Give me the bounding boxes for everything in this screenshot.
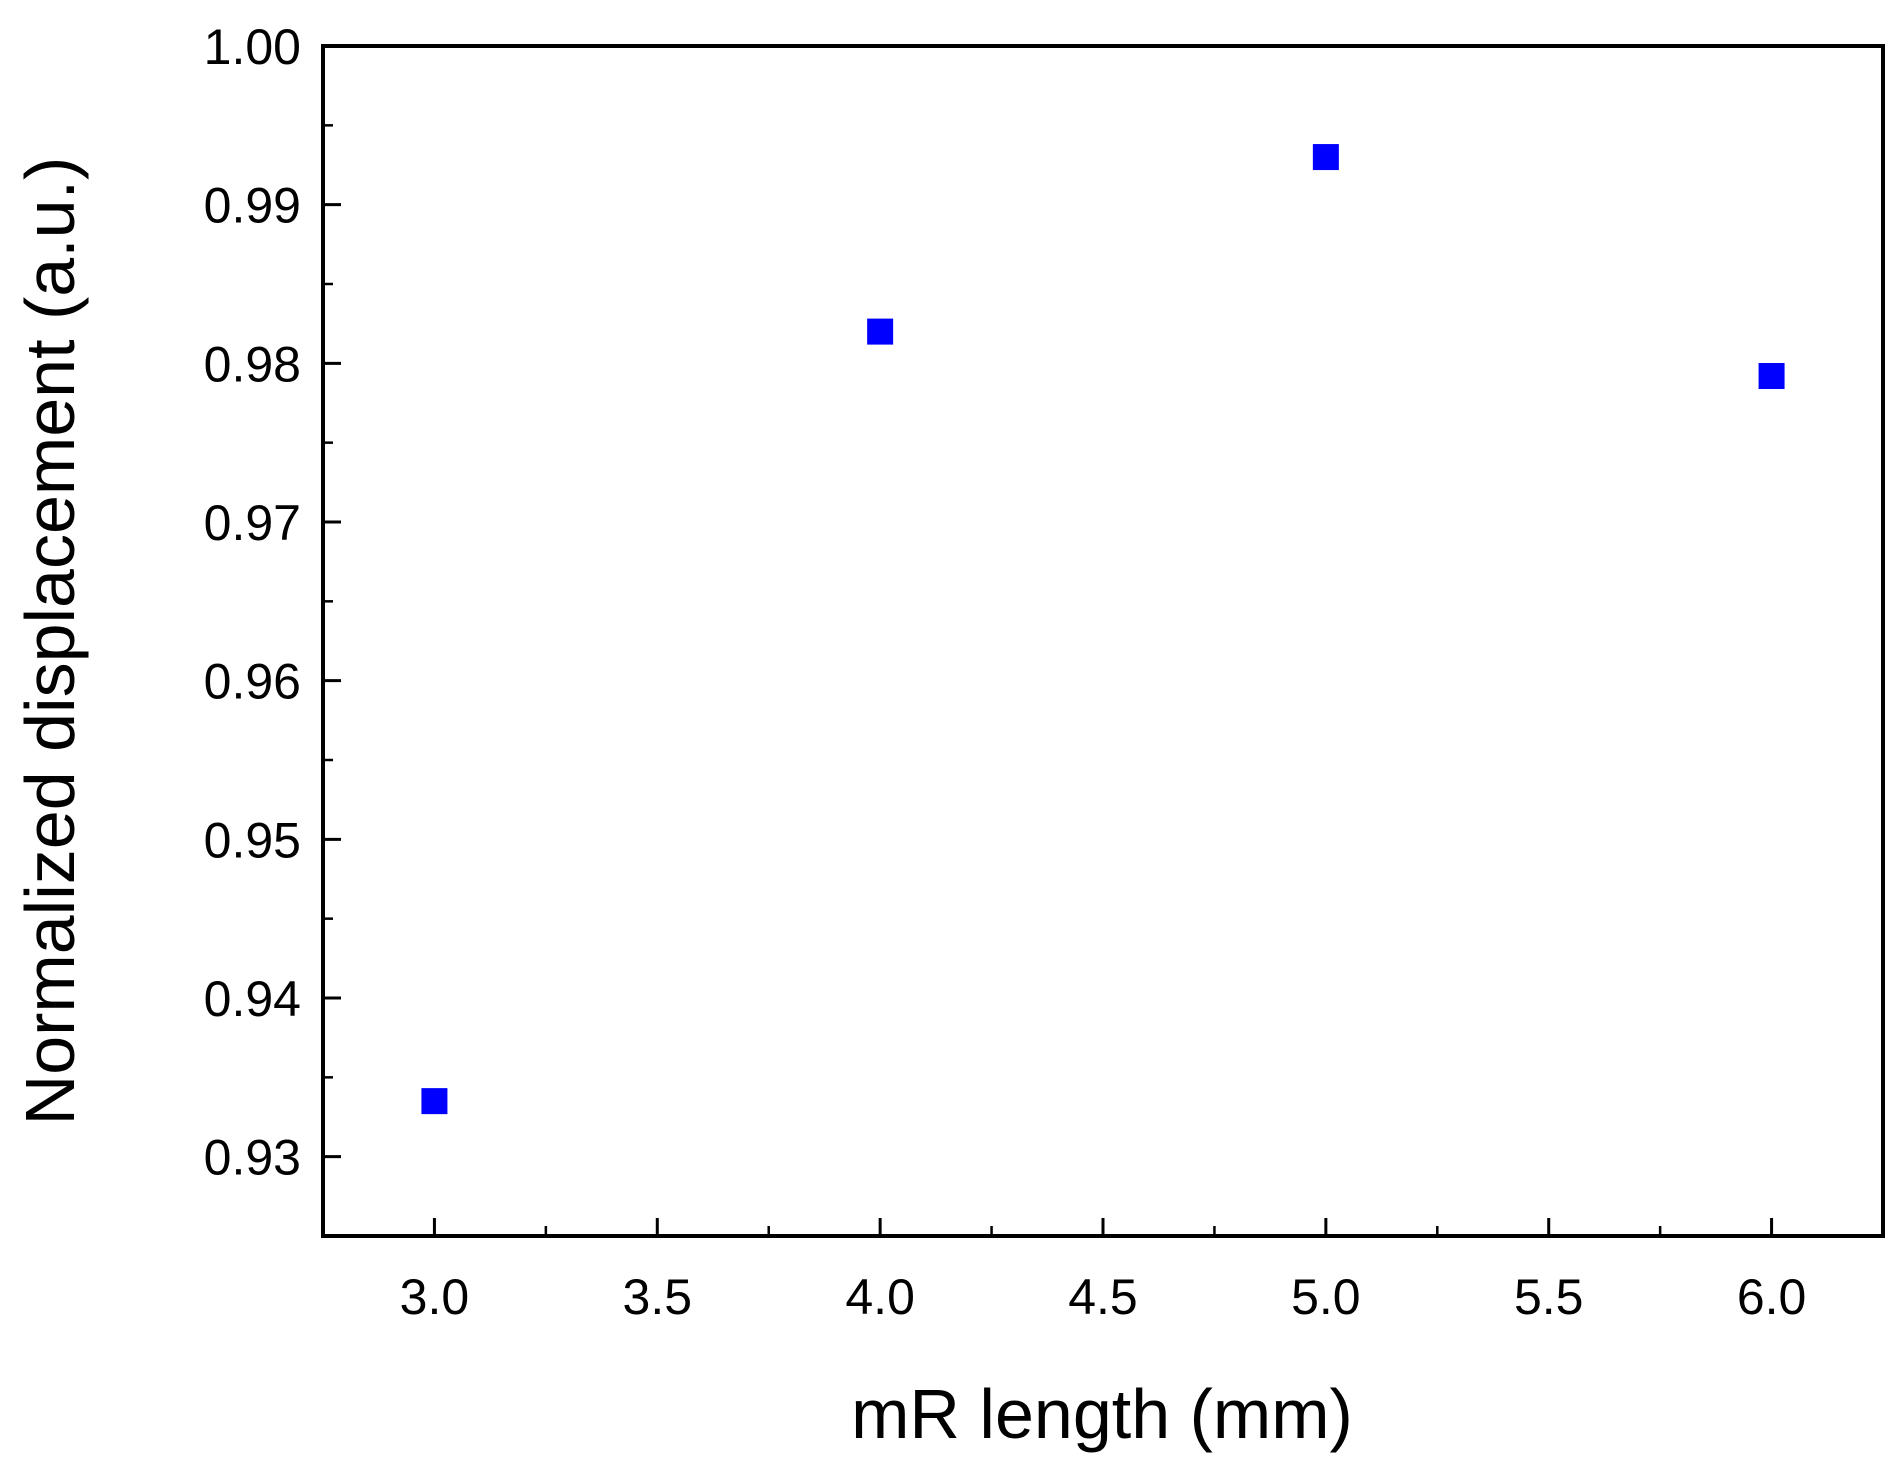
y-tick-label: 0.95 <box>204 812 301 868</box>
data-points <box>421 144 1785 1115</box>
x-tick-label: 5.5 <box>1514 1269 1584 1325</box>
major-ticks <box>323 44 1774 1236</box>
x-tick-label: 3.5 <box>623 1269 693 1325</box>
x-tick-label: 4.5 <box>1068 1269 1138 1325</box>
data-point <box>867 318 894 345</box>
x-tick-labels: 3.0 3.5 4.0 4.5 5.0 5.5 6.0 <box>400 1269 1807 1325</box>
minor-ticks <box>323 124 1662 1238</box>
y-tick-label: 0.97 <box>204 495 301 551</box>
y-tick-label: 0.94 <box>204 971 301 1027</box>
y-tick-label: 1.00 <box>204 19 301 75</box>
y-tick-labels: 0.93 0.94 0.95 0.96 0.97 0.98 0.99 1.00 <box>204 19 301 1186</box>
y-tick-label: 0.96 <box>204 654 301 710</box>
data-point <box>421 1088 448 1115</box>
y-tick-label: 0.93 <box>204 1130 301 1186</box>
y-axis-title: Normalized displacement (a.u.) <box>11 157 89 1126</box>
x-tick-label: 6.0 <box>1737 1269 1807 1325</box>
data-point <box>1758 363 1785 390</box>
plot-frame <box>321 44 1885 1238</box>
data-point <box>1312 144 1339 171</box>
x-tick-label: 4.0 <box>845 1269 915 1325</box>
x-tick-label: 3.0 <box>400 1269 470 1325</box>
y-tick-label: 0.98 <box>204 336 301 392</box>
x-axis-title: mR length (mm) <box>851 1375 1353 1453</box>
y-tick-label: 0.99 <box>204 178 301 234</box>
x-tick-label: 5.0 <box>1291 1269 1361 1325</box>
